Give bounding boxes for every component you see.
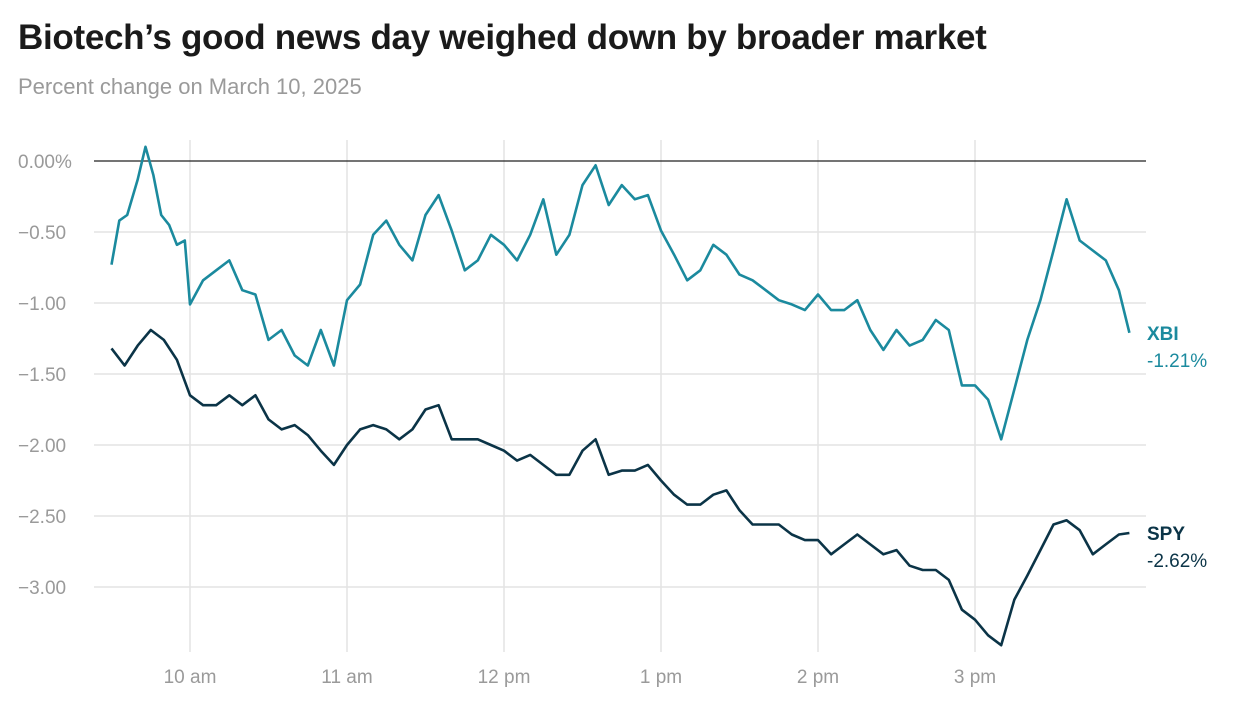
series-line-xbi bbox=[110, 145, 1131, 441]
chart-title: Biotech’s good news day weighed down by … bbox=[18, 18, 987, 57]
y-tick-label: −1.00 bbox=[18, 294, 66, 315]
x-tick-label: 10 am bbox=[164, 667, 217, 688]
chart-subtitle: Percent change on March 10, 2025 bbox=[18, 74, 362, 99]
series-label-spy: SPY bbox=[1147, 524, 1185, 545]
x-tick-label: 1 pm bbox=[640, 667, 682, 688]
series-label-xbi: XBI bbox=[1147, 324, 1179, 345]
x-tick-label: 11 am bbox=[321, 667, 372, 688]
series-line-spy bbox=[110, 328, 1130, 647]
x-tick-label: 3 pm bbox=[954, 667, 996, 688]
y-tick-label: −1.50 bbox=[18, 365, 66, 386]
y-tick-label: −2.50 bbox=[18, 507, 66, 528]
y-tick-label: 0.00% bbox=[18, 152, 72, 173]
series-end-value-xbi: -1.21% bbox=[1147, 351, 1207, 372]
x-tick-label: 2 pm bbox=[797, 667, 839, 688]
y-tick-label: −3.00 bbox=[18, 578, 66, 599]
y-tick-label: −0.50 bbox=[18, 223, 66, 244]
series-end-value-spy: -2.62% bbox=[1147, 551, 1207, 572]
y-tick-label: −2.00 bbox=[18, 436, 66, 457]
x-tick-label: 12 pm bbox=[478, 667, 531, 688]
